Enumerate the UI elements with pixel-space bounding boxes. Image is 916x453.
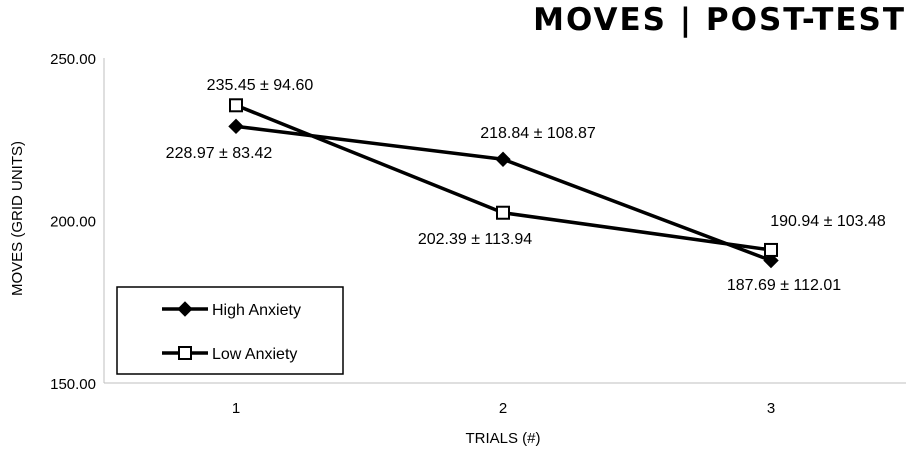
legend-label: High Anxiety	[212, 302, 301, 319]
low-anxiety-point	[496, 205, 510, 220]
y-axis-label: MOVES (GRID UNITS)	[9, 141, 26, 296]
legend-box	[116, 286, 344, 375]
series-layer	[228, 98, 779, 269]
axes: 250.00 200.00 150.00 1 2 3 TRIALS (#) MOVES (GR…	[9, 51, 906, 447]
low-anxiety-point	[229, 98, 243, 113]
x-axis-label: TRIALS (#)	[465, 430, 540, 447]
high-anxiety-point	[228, 118, 244, 135]
data-label: 218.84 ± 108.87	[480, 125, 596, 142]
data-labels: 228.97 ± 83.42 218.84 ± 108.87 187.69 ± 11…	[166, 77, 886, 294]
x-tick-label: 3	[767, 400, 775, 417]
legend-marker	[178, 346, 192, 360]
x-tick-label: 2	[499, 400, 507, 417]
legend-label: Low Anxiety	[212, 346, 297, 363]
y-tick-label: 200.00	[50, 214, 96, 231]
y-tick-label: 150.00	[50, 376, 96, 393]
data-label: 187.69 ± 112.01	[727, 277, 841, 294]
data-label: 202.39 ± 113.94	[418, 231, 532, 248]
high-anxiety-point	[495, 151, 511, 167]
y-tick-label: 250.00	[50, 51, 96, 68]
legend: High Anxiety Low Anxiety	[116, 286, 344, 375]
legend-marker	[177, 301, 193, 317]
data-label: 235.45 ± 94.60	[207, 77, 314, 94]
high-anxiety-point	[763, 252, 779, 269]
low-anxiety-point	[764, 242, 778, 257]
data-label: 190.94 ± 103.48	[770, 213, 886, 230]
x-tick-label: 1	[232, 400, 240, 417]
chart-title: MOVES | POST-TEST	[533, 2, 906, 38]
data-label: 228.97 ± 83.42	[166, 145, 273, 162]
